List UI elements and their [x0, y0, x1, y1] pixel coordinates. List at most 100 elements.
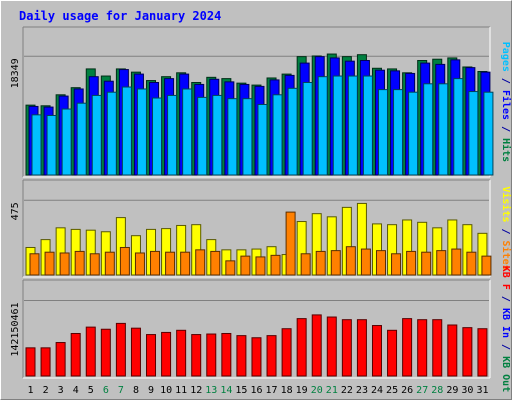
- bar-pages-day-25: [393, 89, 404, 176]
- bar-kb-f-day-28: [432, 319, 443, 377]
- bar-sites-day-27: [421, 251, 432, 276]
- x-tick-label-day-3: 3: [58, 385, 64, 396]
- legend-part: Files: [500, 90, 512, 120]
- bar-sites-day-28: [436, 250, 447, 276]
- bar-sites-day-21: [330, 250, 341, 276]
- bar-kb-f-day-9: [146, 334, 157, 377]
- bar-pages-day-12: [197, 96, 208, 176]
- bar-sites-day-23: [360, 248, 371, 276]
- bar-sites-day-22: [345, 246, 356, 276]
- bar-sites-day-30: [466, 251, 477, 276]
- legend-part: /: [500, 222, 511, 240]
- bar-pages-day-29: [453, 78, 464, 176]
- bar-sites-day-5: [89, 253, 100, 276]
- legend-part: KB F: [500, 266, 511, 290]
- legend-part: Hits: [500, 138, 512, 162]
- panel-kbytes: 142150461 KB F / KB In / KB Out: [10, 266, 511, 392]
- bar-sites-day-15: [240, 255, 251, 276]
- bar-pages-day-6: [106, 91, 117, 176]
- bar-sites-day-17: [270, 254, 281, 276]
- bar-pages-day-21: [332, 75, 343, 176]
- x-tick-label-day-7: 7: [118, 385, 124, 396]
- bar-sites-day-2: [44, 251, 55, 276]
- bar-sites-day-24: [375, 250, 386, 276]
- bar-kb-f-day-4: [70, 332, 81, 377]
- bar-kb-f-day-7: [115, 322, 126, 377]
- x-tick-label-day-19: 19: [296, 385, 308, 396]
- bar-sites-day-20: [315, 250, 326, 276]
- x-tick-label-day-4: 4: [73, 385, 79, 396]
- legend-kbytes: KB F / KB In / KB Out: [500, 266, 511, 392]
- y-max-label: 142150461: [10, 302, 21, 356]
- bar-sites-day-26: [406, 250, 417, 276]
- legend-part: /: [500, 338, 511, 356]
- x-tick-label-day-9: 9: [148, 385, 154, 396]
- x-tick-label-day-14: 14: [220, 385, 232, 396]
- bar-kb-f-day-3: [55, 342, 66, 377]
- y-max-label: 18349: [10, 58, 21, 88]
- x-tick-label-day-1: 1: [28, 385, 34, 396]
- bar-kb-f-day-11: [176, 329, 187, 377]
- legend-part: Sites: [500, 241, 512, 271]
- bar-kb-f-day-25: [387, 329, 398, 377]
- bar-kb-f-day-20: [311, 314, 322, 377]
- bar-pages-day-8: [136, 88, 147, 176]
- bar-sites-day-13: [210, 250, 221, 276]
- bar-kb-f-day-2: [40, 347, 51, 377]
- legend-part: /: [500, 120, 511, 138]
- x-tick-label-day-8: 8: [133, 385, 139, 396]
- bar-pages-day-4: [76, 102, 87, 176]
- x-tick-label-day-22: 22: [341, 385, 353, 396]
- x-tick-label-day-11: 11: [175, 385, 187, 396]
- bar-pages-day-26: [408, 91, 419, 176]
- x-tick-label-day-6: 6: [103, 385, 109, 396]
- bar-kb-f-day-8: [130, 327, 141, 377]
- bar-sites-day-16: [255, 256, 266, 276]
- x-tick-label-day-21: 21: [326, 385, 338, 396]
- chart-panels: 18349 Pages / Files / Hits 475 Visits / Sit…: [10, 26, 512, 392]
- bar-kb-f-day-23: [356, 319, 367, 377]
- bar-pages-day-24: [377, 89, 388, 176]
- x-tick-label-day-28: 28: [431, 385, 443, 396]
- bar-kb-f-day-15: [236, 335, 247, 377]
- bar-sites-day-10: [165, 251, 176, 276]
- bar-pages-day-9: [152, 97, 163, 176]
- bar-pages-day-17: [272, 94, 283, 176]
- x-tick-label-day-10: 10: [160, 385, 172, 396]
- x-tick-label-day-15: 15: [235, 385, 247, 396]
- bar-kb-f-day-6: [100, 328, 111, 377]
- bar-pages-day-5: [91, 94, 102, 176]
- x-tick-label-day-31: 31: [476, 385, 488, 396]
- bar-kb-f-day-17: [266, 335, 277, 377]
- bar-kb-f-day-29: [447, 324, 458, 377]
- bar-kb-f-day-26: [402, 318, 413, 377]
- bar-kb-f-day-1: [25, 347, 36, 377]
- x-tick-label-day-23: 23: [356, 385, 368, 396]
- panel-hits: 18349 Pages / Files / Hits: [10, 26, 512, 178]
- bar-sites-day-4: [74, 250, 85, 276]
- bar-pages-day-18: [287, 87, 298, 176]
- y-max-label: 475: [10, 202, 21, 220]
- x-tick-label-day-17: 17: [266, 385, 278, 396]
- bar-kb-f-day-22: [341, 319, 352, 377]
- bar-pages-day-14: [227, 98, 238, 176]
- x-tick-label-day-24: 24: [371, 385, 383, 396]
- bar-kb-f-day-19: [296, 318, 307, 377]
- bar-pages-day-16: [257, 103, 268, 176]
- bar-sites-day-6: [104, 251, 115, 276]
- x-tick-label-day-2: 2: [43, 385, 49, 396]
- bar-kb-f-day-5: [85, 326, 96, 377]
- x-tick-label-day-5: 5: [88, 385, 94, 396]
- x-tick-label-day-13: 13: [205, 385, 217, 396]
- legend-hits: Pages / Files / Hits: [500, 42, 512, 162]
- x-tick-label-day-29: 29: [446, 385, 458, 396]
- bar-kb-f-day-10: [161, 331, 172, 377]
- bar-sites-day-14: [225, 260, 236, 276]
- bar-kb-f-day-27: [417, 319, 428, 377]
- bar-pages-day-11: [182, 88, 193, 176]
- legend-part: KB Out: [500, 356, 511, 392]
- bar-pages-day-7: [121, 86, 132, 176]
- x-tick-label-day-16: 16: [250, 385, 262, 396]
- x-tick-label-day-12: 12: [190, 385, 202, 396]
- bar-pages-day-2: [46, 114, 57, 176]
